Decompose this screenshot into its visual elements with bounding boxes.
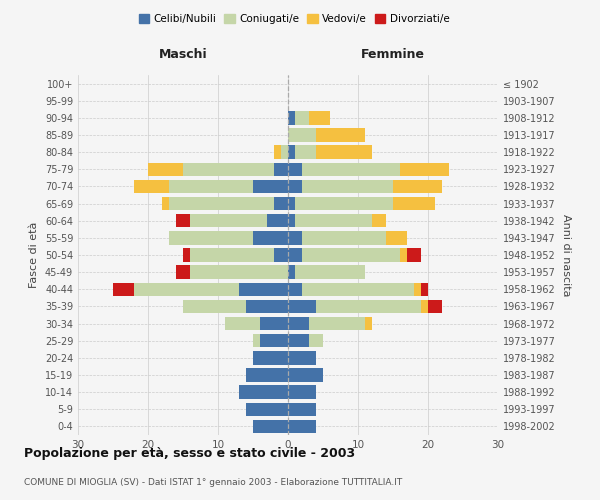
Bar bbox=[372, 214, 386, 228]
Bar bbox=[288, 146, 295, 159]
Text: Femmine: Femmine bbox=[361, 48, 425, 62]
Text: Popolazione per età, sesso e stato civile - 2003: Popolazione per età, sesso e stato civil… bbox=[24, 448, 355, 460]
Bar bbox=[183, 248, 190, 262]
Bar bbox=[316, 128, 365, 141]
Bar bbox=[400, 248, 407, 262]
Bar bbox=[393, 180, 442, 193]
Bar bbox=[407, 248, 421, 262]
Bar bbox=[281, 146, 288, 159]
Bar bbox=[274, 162, 288, 176]
Bar bbox=[302, 162, 400, 176]
Text: COMUNE DI MIOGLIA (SV) - Dati ISTAT 1° gennaio 2003 - Elaborazione TUTTITALIA.IT: COMUNE DI MIOGLIA (SV) - Dati ISTAT 1° g… bbox=[24, 478, 402, 487]
Bar bbox=[295, 146, 316, 159]
Bar bbox=[169, 197, 274, 210]
Bar bbox=[246, 300, 288, 313]
Bar bbox=[183, 300, 246, 313]
Bar bbox=[288, 317, 309, 330]
Bar bbox=[183, 162, 274, 176]
Y-axis label: Fasce di età: Fasce di età bbox=[29, 222, 39, 288]
Bar bbox=[288, 128, 316, 141]
Bar bbox=[295, 214, 372, 228]
Bar bbox=[309, 317, 365, 330]
Bar bbox=[288, 197, 295, 210]
Bar bbox=[148, 162, 183, 176]
Bar bbox=[288, 231, 302, 244]
Bar bbox=[295, 266, 365, 279]
Bar bbox=[302, 282, 414, 296]
Bar bbox=[288, 248, 302, 262]
Bar bbox=[288, 402, 316, 416]
Legend: Celibi/Nubili, Coniugati/e, Vedovi/e, Divorziati/e: Celibi/Nubili, Coniugati/e, Vedovi/e, Di… bbox=[134, 10, 454, 29]
Bar bbox=[246, 368, 288, 382]
Bar bbox=[288, 368, 323, 382]
Bar bbox=[288, 111, 295, 124]
Bar bbox=[134, 180, 169, 193]
Bar bbox=[288, 351, 316, 364]
Bar bbox=[267, 214, 288, 228]
Bar bbox=[274, 146, 281, 159]
Bar bbox=[288, 334, 309, 347]
Bar bbox=[295, 197, 393, 210]
Bar bbox=[176, 214, 190, 228]
Text: Maschi: Maschi bbox=[158, 48, 208, 62]
Bar bbox=[295, 111, 309, 124]
Bar bbox=[169, 180, 253, 193]
Bar bbox=[316, 300, 421, 313]
Bar bbox=[288, 180, 302, 193]
Bar bbox=[365, 317, 372, 330]
Bar bbox=[288, 300, 316, 313]
Bar bbox=[274, 197, 288, 210]
Bar bbox=[274, 248, 288, 262]
Bar bbox=[421, 282, 428, 296]
Bar bbox=[288, 214, 295, 228]
Bar bbox=[176, 266, 190, 279]
Bar bbox=[190, 248, 274, 262]
Bar bbox=[414, 282, 421, 296]
Bar bbox=[309, 334, 323, 347]
Bar bbox=[253, 334, 260, 347]
Y-axis label: Anni di nascita: Anni di nascita bbox=[561, 214, 571, 296]
Bar bbox=[288, 266, 295, 279]
Bar bbox=[162, 197, 169, 210]
Bar bbox=[253, 231, 288, 244]
Bar bbox=[225, 317, 260, 330]
Bar bbox=[253, 351, 288, 364]
Bar bbox=[169, 231, 253, 244]
Bar bbox=[302, 180, 393, 193]
Bar bbox=[393, 197, 435, 210]
Bar bbox=[239, 282, 288, 296]
Bar bbox=[113, 282, 134, 296]
Bar bbox=[316, 146, 372, 159]
Bar bbox=[386, 231, 407, 244]
Bar bbox=[428, 300, 442, 313]
Bar bbox=[134, 282, 239, 296]
Bar bbox=[288, 282, 302, 296]
Bar bbox=[302, 231, 386, 244]
Bar bbox=[288, 420, 316, 433]
Bar bbox=[239, 386, 288, 399]
Bar bbox=[400, 162, 449, 176]
Bar bbox=[260, 317, 288, 330]
Bar bbox=[260, 334, 288, 347]
Bar bbox=[288, 162, 302, 176]
Bar bbox=[253, 420, 288, 433]
Bar bbox=[288, 386, 316, 399]
Bar bbox=[253, 180, 288, 193]
Bar bbox=[421, 300, 428, 313]
Bar bbox=[309, 111, 330, 124]
Bar bbox=[190, 214, 267, 228]
Bar bbox=[246, 402, 288, 416]
Bar bbox=[302, 248, 400, 262]
Bar bbox=[190, 266, 288, 279]
